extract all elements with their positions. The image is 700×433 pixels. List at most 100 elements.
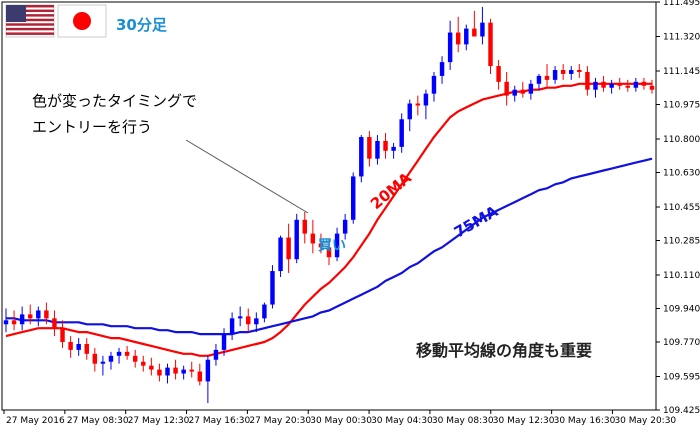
bear-candle xyxy=(173,359,178,380)
buy-label: 買い xyxy=(318,238,346,254)
ma75-line xyxy=(6,157,653,336)
bull-candle xyxy=(36,306,41,327)
bear-candle xyxy=(496,60,501,90)
candle-body xyxy=(108,355,114,362)
bull-candle xyxy=(334,227,340,262)
bear-candle xyxy=(28,304,33,325)
candle-body xyxy=(141,361,146,366)
bull-candle xyxy=(229,312,235,341)
bear-candle xyxy=(124,345,130,360)
candle-body xyxy=(229,318,235,335)
us-flag-icon xyxy=(5,4,55,38)
candle-body xyxy=(334,233,340,258)
x-tick-label: 27 May 20:30 xyxy=(249,416,311,426)
candle-body xyxy=(19,314,25,325)
bear-candle xyxy=(625,79,630,92)
timeframe-label: 30分足 xyxy=(116,16,168,34)
bear-candle xyxy=(318,233,324,254)
y-tick-label: 111.145 xyxy=(663,67,700,77)
bear-candle xyxy=(60,320,65,348)
bear-candle xyxy=(585,66,590,96)
candle-body xyxy=(633,81,639,88)
candle-body xyxy=(28,314,33,319)
bull-candle xyxy=(609,79,614,94)
jp-flag-icon xyxy=(57,4,107,38)
candle-body xyxy=(552,70,558,80)
x-tick-label: 27 May 2016 xyxy=(6,416,65,426)
bull-candle xyxy=(593,77,598,98)
candle-body xyxy=(3,320,9,325)
candle-body xyxy=(318,243,324,248)
bear-candle xyxy=(157,363,162,382)
candle-body xyxy=(76,343,81,350)
y-tick-label: 110.630 xyxy=(663,168,700,178)
plot-frame xyxy=(1,1,657,411)
candle-body xyxy=(641,81,647,86)
callout-line-2: エントリーを行う xyxy=(32,118,152,136)
candle-body xyxy=(512,89,517,96)
x-tick-label: 27 May 12:30 xyxy=(128,416,190,426)
candle-body xyxy=(560,70,566,74)
bear-candle xyxy=(11,310,17,331)
candle-body xyxy=(84,343,89,354)
y-axis: 111.495 111.320 111.145 110.975 110.800 110.6… xyxy=(656,0,700,416)
candle-body xyxy=(528,83,534,94)
candle-body xyxy=(585,71,590,90)
bear-candle xyxy=(520,81,526,98)
candle-body xyxy=(124,351,130,356)
bull-candle xyxy=(569,66,574,80)
candle-body xyxy=(504,81,509,96)
x-tick-label: 30 May 08:30 xyxy=(432,416,494,426)
bull-candle xyxy=(205,355,211,404)
candle-layer xyxy=(3,6,655,404)
bull-candle xyxy=(391,142,396,159)
candle-body xyxy=(464,28,469,45)
candle-body xyxy=(189,369,194,372)
bull-candle xyxy=(116,347,122,364)
note-text: 移動平均線の角度も重要 xyxy=(416,341,592,360)
candle-body xyxy=(351,176,356,220)
y-tick-label: 110.285 xyxy=(663,236,700,246)
bull-candle xyxy=(165,363,170,384)
bear-candle xyxy=(504,71,509,106)
bull-candle xyxy=(3,308,9,333)
bull-candle xyxy=(342,213,348,240)
candle-body xyxy=(326,247,332,258)
bull-candle xyxy=(512,85,517,102)
x-tick-label: 30 May 20:30 xyxy=(614,416,676,426)
bull-candle xyxy=(108,351,114,370)
bull-candle xyxy=(528,79,534,100)
candle-body xyxy=(52,318,57,329)
bear-candle xyxy=(52,310,57,337)
candle-body xyxy=(68,342,73,350)
bear-candle xyxy=(286,223,291,274)
candle-body xyxy=(44,310,49,319)
candle-body xyxy=(302,219,307,234)
bull-candle xyxy=(278,235,283,277)
candle-body xyxy=(439,62,445,76)
bull-candle xyxy=(431,71,437,102)
bear-candle xyxy=(617,77,622,90)
candle-body xyxy=(173,367,178,374)
candle-body xyxy=(197,371,203,382)
ma20-line xyxy=(5,82,652,357)
candle-body xyxy=(480,22,485,37)
y-tick-label: 109.940 xyxy=(663,304,700,314)
bear-candle xyxy=(326,239,332,266)
bear-candle xyxy=(92,347,98,372)
y-tick-label: 110.800 xyxy=(663,135,700,145)
candle-body xyxy=(286,237,291,260)
bear-candle xyxy=(455,16,461,53)
bull-candle xyxy=(407,99,412,132)
bear-candle xyxy=(68,336,73,358)
moving-average-layer xyxy=(5,82,653,357)
candle-body xyxy=(496,66,501,82)
candle-body xyxy=(407,103,412,120)
candle-body xyxy=(520,89,526,94)
candle-body xyxy=(294,219,299,260)
candle-body xyxy=(221,334,227,350)
bear-candle xyxy=(560,64,566,80)
